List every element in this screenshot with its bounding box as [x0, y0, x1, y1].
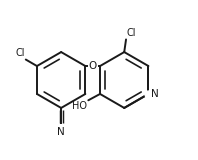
Text: N: N — [57, 127, 65, 137]
Text: N: N — [151, 89, 158, 99]
Text: O: O — [89, 61, 97, 71]
Text: HO: HO — [72, 101, 88, 111]
Text: Cl: Cl — [127, 28, 136, 38]
Text: Cl: Cl — [16, 48, 25, 58]
